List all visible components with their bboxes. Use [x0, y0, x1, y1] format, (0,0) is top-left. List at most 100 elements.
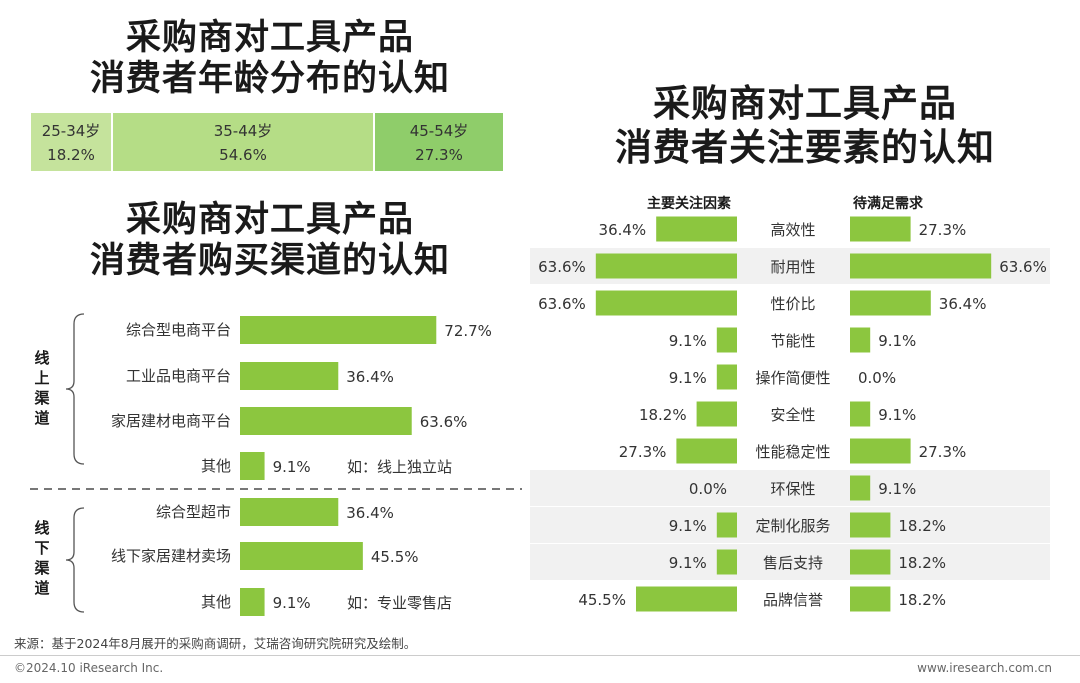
age-segment-label: 35-44岁 [213, 122, 273, 140]
factor-category-label: 性能稳定性 [755, 443, 830, 461]
factor-left-bar [676, 438, 737, 464]
factor-left-value: 9.1% [669, 517, 707, 535]
group-brace [65, 313, 85, 465]
factor-right-bar [850, 512, 891, 538]
channel-group-label-char: 渠 [34, 559, 49, 577]
channel-value-label: 36.4% [346, 368, 394, 386]
factor-left-bar [595, 290, 737, 316]
factor-left-value: 36.4% [599, 221, 647, 239]
channel-category-label: 工业品电商平台 [126, 367, 231, 385]
channel-group-label-char: 线 [34, 519, 49, 537]
factor-right-value: 9.1% [878, 480, 916, 498]
factor-right-bar [850, 401, 871, 427]
factor-left-bar [716, 327, 737, 353]
factor-right-bar [850, 327, 871, 353]
channel-chart-title: 采购商对工具产品 消费者购买渠道的认知 [20, 200, 520, 283]
factor-row-highlight [530, 470, 1050, 506]
factor-left-bar [635, 586, 737, 612]
channel-category-label: 其他 [201, 593, 231, 611]
age-chart-title: 采购商对工具产品 消费者年龄分布的认知 [20, 18, 520, 101]
channel-value-label: 72.7% [444, 322, 492, 340]
factor-category-label: 售后支持 [763, 554, 823, 572]
factor-category-label: 安全性 [770, 406, 815, 424]
factor-left-value: 9.1% [669, 554, 707, 572]
factor-left-bar [716, 549, 737, 575]
factor-category-label: 环保性 [770, 480, 815, 498]
age-segment-label: 45-54岁 [409, 122, 469, 140]
age-title-line1: 采购商对工具产品 [125, 18, 414, 58]
channel-bar [240, 407, 412, 435]
factor-right-value: 27.3% [919, 443, 967, 461]
channel-group-label-char: 下 [34, 539, 49, 557]
channel-category-label: 线下家居建材卖场 [111, 547, 231, 565]
channel-title-line2: 消费者购买渠道的认知 [89, 241, 450, 282]
factor-category-label: 品牌信誉 [763, 591, 823, 609]
factor-category-label: 耐用性 [770, 258, 815, 276]
copyright: ©2024.10 iResearch Inc. [14, 661, 164, 675]
factor-right-value: 27.3% [919, 221, 967, 239]
factor-right-value: 18.2% [898, 554, 946, 572]
age-segment-value: 54.6% [219, 146, 267, 164]
factor-category-label: 节能性 [770, 332, 815, 350]
channel-bar [240, 588, 265, 616]
channel-group-label-char: 道 [34, 579, 49, 597]
factor-category-label: 性价比 [770, 295, 815, 313]
channel-value-label: 63.6% [420, 413, 468, 431]
footer-divider [0, 655, 1080, 656]
channel-bar [240, 362, 339, 390]
factor-left-value: 0.0% [689, 480, 727, 498]
factor-left-value: 27.3% [619, 443, 667, 461]
channel-bar [240, 498, 339, 526]
website-link[interactable]: www.iresearch.com.cn [917, 661, 1052, 675]
factor-right-bar [850, 586, 891, 612]
factor-left-bar [656, 216, 737, 242]
factor-left-bar [716, 512, 737, 538]
factor-right-bar [850, 549, 891, 575]
group-brace [65, 507, 85, 613]
factor-right-value: 18.2% [898, 591, 946, 609]
source-note: 来源：基于2024年8月展开的采购商调研，艾瑞咨询研究院研究及绘制。 [14, 636, 417, 651]
factor-right-header: 待满足需求 [853, 195, 924, 212]
factor-left-value: 9.1% [669, 332, 707, 350]
factor-left-header: 主要关注因素 [647, 195, 731, 212]
channel-group-label-char: 道 [34, 409, 49, 427]
factor-right-bar [850, 290, 931, 316]
age-segment-label: 25-34岁 [41, 122, 101, 140]
factor-right-bar [850, 216, 911, 242]
factor-category-label: 操作简便性 [755, 369, 830, 387]
channel-category-label: 综合型超市 [156, 503, 231, 521]
factor-right-value: 0.0% [858, 369, 896, 387]
channel-value-label: 9.1% [273, 458, 311, 476]
factor-left-value: 63.6% [538, 258, 586, 276]
age-segment-35-44: 35-44岁 54.6% [112, 112, 374, 172]
factor-right-bar [850, 475, 871, 501]
channel-bar-chart: 综合型电商平台 72.7% 工业品电商平台 36.4% 家居建材电商平台 63.6% 其他 9… [30, 313, 522, 616]
channel-value-label: 9.1% [273, 594, 311, 612]
channel-note: 如：专业零售店 [347, 594, 452, 612]
factor-right-bar [850, 438, 911, 464]
channel-category-label: 综合型电商平台 [126, 321, 231, 339]
factor-right-value: 36.4% [939, 295, 987, 313]
factor-right-value: 63.6% [999, 258, 1047, 276]
channel-value-label: 36.4% [346, 504, 394, 522]
factor-left-value: 45.5% [578, 591, 626, 609]
channel-group-label-char: 线 [34, 349, 49, 367]
age-segment-value: 18.2% [47, 146, 95, 164]
channel-group-label-char: 上 [34, 369, 49, 387]
factor-left-bar [696, 401, 737, 427]
channel-group-label-char: 渠 [34, 389, 49, 407]
factor-right-bar [850, 253, 992, 279]
age-segment-25-34: 25-34岁 18.2% [30, 112, 112, 172]
factor-right-value: 9.1% [878, 406, 916, 424]
channel-value-label: 45.5% [371, 548, 419, 566]
factor-left-bar [595, 253, 737, 279]
factor-row-highlight [530, 507, 1050, 543]
factor-category-label: 定制化服务 [755, 517, 830, 535]
factor-left-value: 18.2% [639, 406, 687, 424]
channel-category-label: 其他 [201, 457, 231, 475]
channel-category-label: 家居建材电商平台 [111, 412, 231, 430]
age-segment-45-54: 45-54岁 27.3% [374, 112, 504, 172]
factor-right-value: 9.1% [878, 332, 916, 350]
factor-right-value: 18.2% [898, 517, 946, 535]
